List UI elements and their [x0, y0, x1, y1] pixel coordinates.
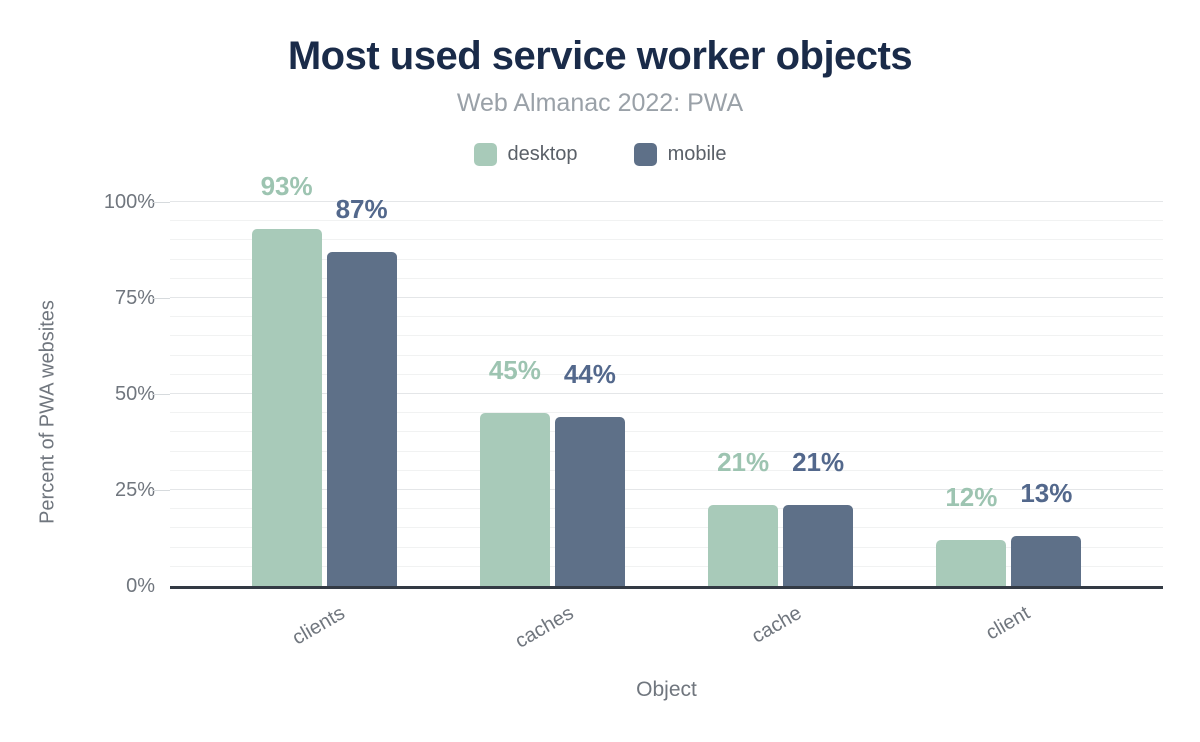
x-tick-label-clients: clients: [289, 602, 350, 650]
bar-mobile-caches[interactable]: [554, 417, 625, 586]
chart-title: Most used service worker objects: [287, 34, 913, 78]
x-axis-title: Object: [636, 678, 697, 701]
y-tick-mark-75: [152, 298, 170, 299]
minor-gridline-90: [170, 239, 1163, 241]
x-tick-label-caches: caches: [511, 602, 578, 653]
value-label-desktop-caches: 45%: [488, 355, 541, 386]
y-tick-mark-100: [152, 202, 170, 203]
value-label-mobile-client: 13%: [1020, 478, 1073, 509]
bar-mobile-clients[interactable]: [326, 251, 397, 586]
minor-gridline-60: [170, 354, 1163, 356]
bar-desktop-caches[interactable]: [479, 413, 550, 586]
y-tick-label-25: 25%: [114, 479, 155, 501]
legend-swatch-mobile: [633, 142, 657, 166]
x-axis: clients caches cache client: [170, 602, 1163, 662]
plot-area: 93% 87% 45% 44% 21% 21% 12% 13%: [170, 173, 1163, 589]
bar-mobile-client[interactable]: [1011, 536, 1082, 586]
value-label-mobile-cache: 21%: [792, 447, 845, 478]
legend: desktop mobile: [0, 141, 1200, 167]
legend-item-mobile[interactable]: mobile: [633, 142, 727, 166]
legend-label-desktop: desktop: [507, 142, 578, 165]
y-tick-label-0: 0%: [126, 575, 155, 597]
minor-gridline-55: [170, 373, 1163, 375]
x-tick-label-cache: cache: [748, 602, 806, 648]
value-label-desktop-client: 12%: [945, 481, 998, 512]
x-tick-label-client: client: [982, 602, 1034, 645]
legend-item-desktop[interactable]: desktop: [473, 142, 578, 166]
minor-gridline-70: [170, 316, 1163, 318]
bar-mobile-cache[interactable]: [783, 505, 854, 586]
bar-desktop-client[interactable]: [936, 539, 1007, 586]
legend-swatch-desktop: [473, 142, 497, 166]
major-gridline-50: [170, 393, 1163, 394]
minor-gridline-10: [170, 546, 1163, 548]
minor-gridline-45: [170, 412, 1163, 414]
major-gridline-100: [170, 201, 1163, 202]
minor-gridline-35: [170, 450, 1163, 452]
minor-gridline-20: [170, 508, 1163, 510]
minor-gridline-5: [170, 565, 1163, 567]
y-tick-label-75: 75%: [114, 287, 155, 309]
legend-label-mobile: mobile: [667, 142, 727, 165]
y-tick-mark-50: [152, 394, 170, 395]
value-label-desktop-clients: 93%: [260, 170, 313, 201]
y-tick-mark-25: [152, 490, 170, 491]
value-label-desktop-cache: 21%: [717, 447, 770, 478]
chart-subtitle: Web Almanac 2022: PWA: [456, 89, 744, 117]
value-label-mobile-caches: 44%: [563, 359, 616, 390]
value-label-mobile-clients: 87%: [335, 193, 388, 224]
minor-gridline-65: [170, 335, 1163, 337]
bar-desktop-clients[interactable]: [251, 228, 322, 586]
y-tick-label-50: 50%: [114, 383, 155, 405]
minor-gridline-80: [170, 277, 1163, 279]
minor-gridline-85: [170, 258, 1163, 260]
major-gridline-25: [170, 489, 1163, 490]
bar-desktop-cache[interactable]: [708, 505, 779, 586]
major-gridline-75: [170, 297, 1163, 298]
minor-gridline-30: [170, 469, 1163, 471]
minor-gridline-40: [170, 431, 1163, 433]
y-tick-label-100: 100%: [103, 191, 155, 213]
minor-gridline-15: [170, 527, 1163, 529]
minor-gridline-95: [170, 220, 1163, 222]
